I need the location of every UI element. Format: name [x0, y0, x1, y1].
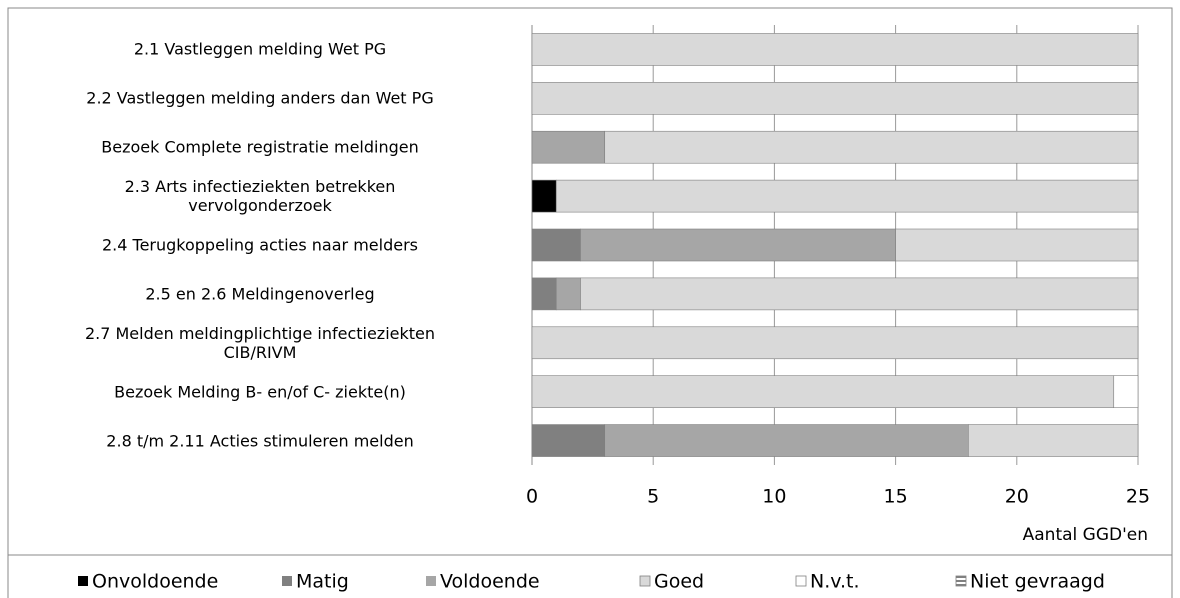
y-tick-label: 2.1 Vastleggen melding Wet PG: [133, 39, 387, 59]
bar-segment: [580, 228, 896, 262]
legend-label: Goed: [654, 571, 704, 593]
y-tick-label: 2.4 Terugkoppeling acties naar melders: [101, 235, 418, 255]
frame: [7, 7, 1173, 598]
legend-swatch: [426, 576, 436, 586]
x-tick-label: 20: [1005, 486, 1029, 508]
legend-label: N.v.t.: [810, 571, 860, 593]
legend-swatch: [955, 575, 967, 587]
bar-segment: [895, 228, 1139, 262]
bar-segment: [531, 130, 606, 164]
x-axis-title: Aantal GGD'en: [1023, 525, 1148, 545]
legend-label: Niet gevraagd: [970, 571, 1105, 593]
bar-segment: [555, 277, 581, 311]
legend-swatch: [639, 575, 651, 587]
bar-segment: [580, 277, 1139, 311]
bar-segment: [531, 82, 1139, 115]
bar-segment: [531, 228, 581, 262]
legend-label: Voldoende: [440, 571, 540, 593]
x-tick-label: 0: [526, 486, 538, 508]
y-tick-label: 2.2 Vastleggen melding anders dan Wet PG: [86, 88, 434, 108]
bar-segment: [604, 130, 1139, 164]
legend-swatch: [795, 575, 807, 587]
y-tick-label: Bezoek Melding B- en/of C- ziekte(n): [114, 382, 406, 402]
y-tick-label: 2.7 Melden meldingplichtige infectieziek…: [84, 323, 436, 362]
legend-label: Onvoldoende: [92, 571, 218, 593]
legend-label: Matig: [296, 571, 349, 593]
y-tick-label: 2.8 t/m 2.11 Acties stimuleren melden: [106, 431, 414, 451]
x-tick-label: 5: [647, 486, 659, 508]
bar-segment: [1113, 375, 1139, 408]
bar-segment: [531, 424, 606, 457]
bar-segment: [531, 326, 1139, 360]
bar-segment: [531, 277, 557, 311]
bar-segment: [531, 33, 1139, 66]
legend-swatch: [282, 576, 292, 586]
bar-segment: [555, 179, 1139, 213]
bar-segment: [531, 375, 1115, 408]
bar-segment: [604, 424, 969, 457]
y-tick-label: Bezoek Complete registratie meldingen: [101, 137, 419, 157]
legend-swatch: [78, 576, 88, 586]
x-tick-label: 10: [762, 486, 786, 508]
y-tick-label: 2.5 en 2.6 Meldingenoverleg: [145, 284, 375, 304]
bar-segment: [968, 424, 1139, 457]
bar-segment: [531, 179, 557, 213]
y-tick-label: 2.3 Arts infectieziekten betrekken vervo…: [124, 177, 396, 216]
x-tick-label: 15: [884, 486, 908, 508]
x-tick-label: 25: [1126, 486, 1150, 508]
